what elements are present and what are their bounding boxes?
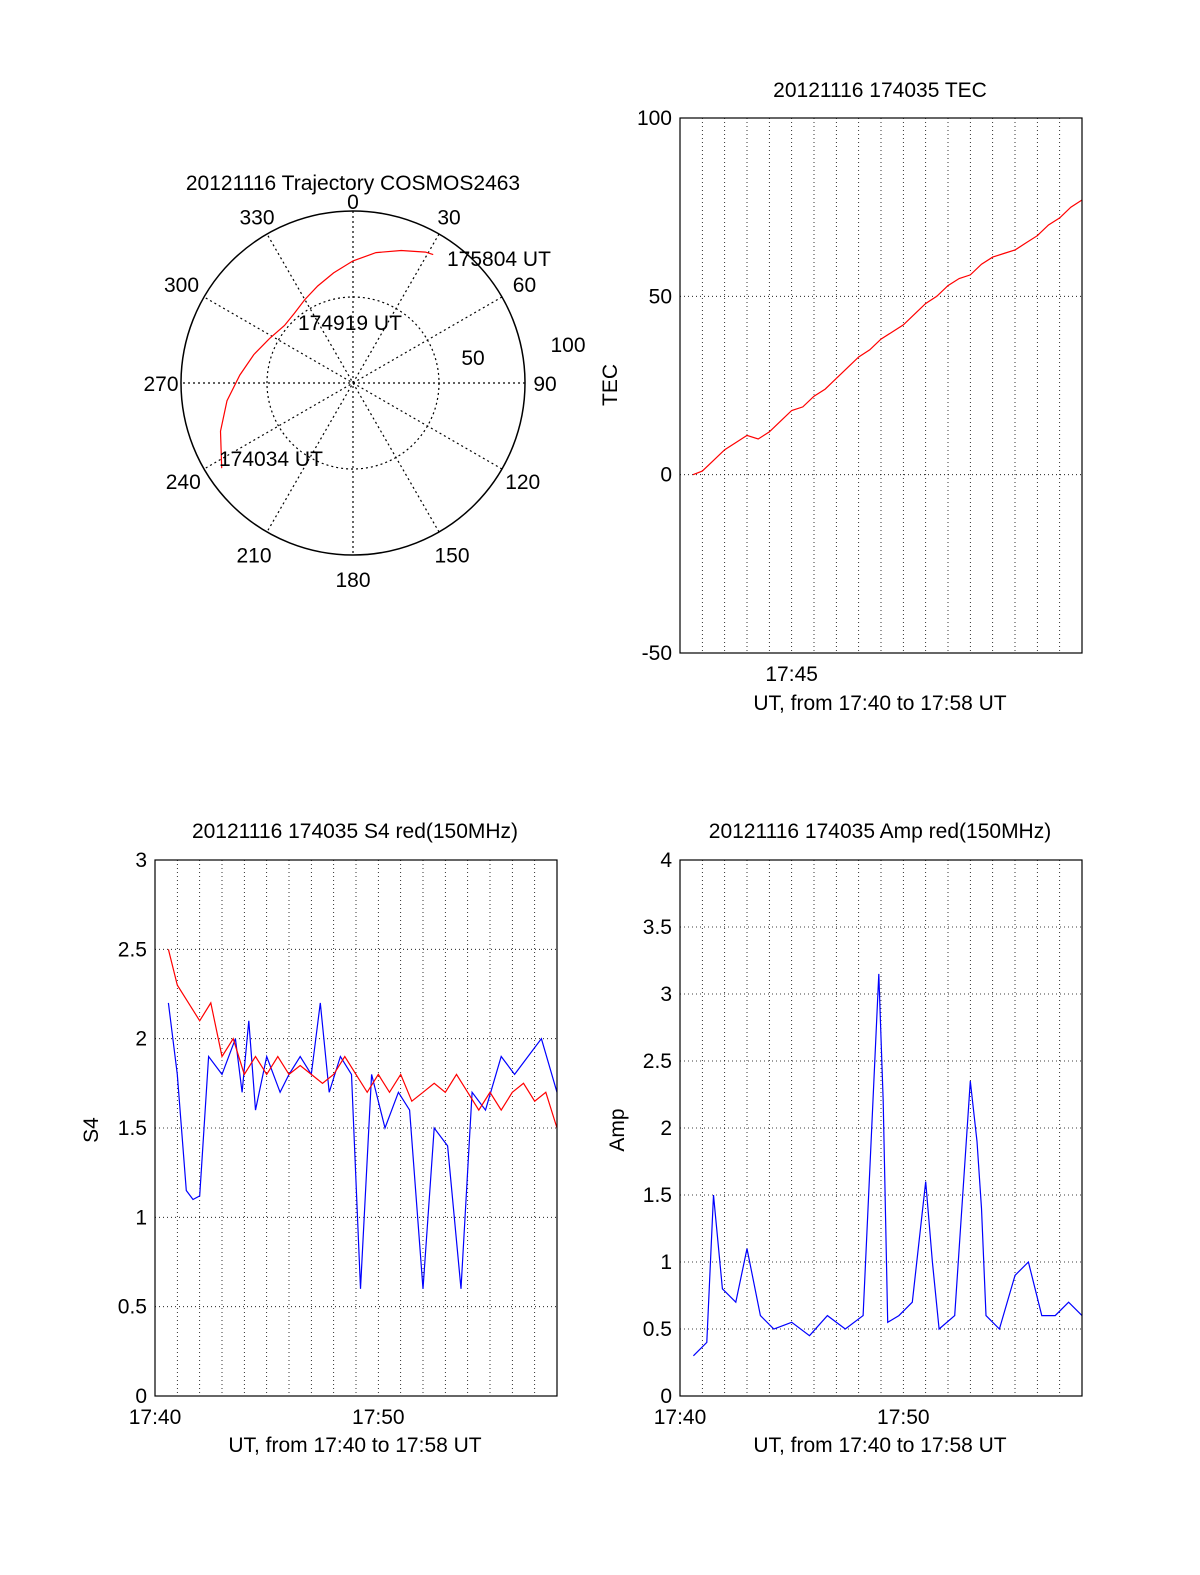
tec-y-tick-label: -50 — [642, 642, 672, 665]
tec-x-tick-label: 17:45 — [765, 663, 818, 686]
polar-azimuth-label: 30 — [437, 207, 460, 230]
polar-azimuth-label: 210 — [236, 544, 271, 567]
polar-radius-label-50: 50 — [461, 347, 484, 370]
s4-y-tick-label: 3 — [135, 849, 147, 872]
tec-y-tick-label: 0 — [660, 464, 672, 487]
amp-plot-frame — [679, 859, 1083, 1397]
tec-x-axis-label: UT, from 17:40 to 17:58 UT — [753, 692, 1006, 715]
s4-y-tick-label: 2 — [135, 1028, 147, 1051]
polar-trajectory-chart: 20121116 Trajectory COSMOS2463 0 30 60 90 12… — [143, 172, 585, 592]
annotation-end-time: 175804 UT — [447, 248, 551, 271]
polar-title: 20121116 Trajectory COSMOS2463 — [186, 172, 520, 195]
amp-y-tick-label: 3.5 — [643, 916, 672, 939]
s4-title: 20121116 174035 S4 red(150MHz) — [192, 820, 518, 843]
polar-azimuth-label: 300 — [164, 274, 199, 297]
s4-blue-series-line — [167, 1002, 558, 1289]
annotation-mid-time: 174919 UT — [298, 312, 402, 335]
polar-azimuth-label: 90 — [533, 373, 556, 396]
s4-chart: 20121116 174035 S4 red(150MHz) 0 0.5 1 1.5 2… — [80, 820, 558, 1457]
s4-y-axis-label: S4 — [80, 1117, 103, 1143]
amp-y-tick-label: 0 — [660, 1385, 672, 1408]
s4-y-tick-label: 2.5 — [118, 938, 147, 961]
tec-y-tick-label: 50 — [649, 285, 672, 308]
amp-y-tick-label: 1 — [660, 1251, 672, 1274]
polar-radius-label-100: 100 — [550, 334, 585, 357]
amp-x-axis-label: UT, from 17:40 to 17:58 UT — [753, 1434, 1006, 1457]
polar-azimuth-label: 120 — [505, 471, 540, 494]
polar-azimuth-label: 180 — [335, 569, 370, 592]
polar-azimuth-label: 60 — [513, 274, 536, 297]
polar-azimuth-label: 330 — [239, 207, 274, 230]
s4-x-tick-label: 17:40 — [129, 1406, 182, 1429]
polar-spoke — [266, 233, 440, 533]
polar-azimuth-label: 150 — [434, 544, 469, 567]
tec-y-axis-label: TEC — [599, 364, 622, 406]
amp-x-tick-label: 17:50 — [877, 1406, 930, 1429]
s4-y-tick-label: 0.5 — [118, 1296, 147, 1319]
amp-y-tick-label: 2.5 — [643, 1050, 672, 1073]
s4-y-tick-label: 1.5 — [118, 1117, 147, 1140]
polar-azimuth-label: 240 — [166, 471, 201, 494]
amp-chart: 20121116 174035 Amp red(150MHz) 0 0.5 1 1.5… — [606, 820, 1083, 1457]
annotation-start-time: 174034 UT — [219, 448, 323, 471]
amp-title: 20121116 174035 Amp red(150MHz) — [709, 820, 1051, 843]
amp-y-tick-label: 3 — [660, 983, 672, 1006]
s4-x-axis-label: UT, from 17:40 to 17:58 UT — [228, 1434, 481, 1457]
tec-title: 20121116 174035 TEC — [773, 79, 987, 102]
s4-red-series-line — [167, 949, 558, 1129]
trajectory-series-line — [219, 249, 434, 469]
amp-y-tick-label: 0.5 — [643, 1318, 672, 1341]
tec-series-line — [692, 199, 1083, 476]
s4-y-tick-label: 0 — [135, 1385, 147, 1408]
amp-y-tick-label: 4 — [660, 849, 672, 872]
amp-blue-series-line — [692, 973, 1083, 1357]
amp-x-tick-label: 17:40 — [654, 1406, 707, 1429]
tec-chart: 20121116 174035 TEC -50 0 50 100 17:45 UT, f… — [599, 79, 1083, 715]
amp-y-axis-label: Amp — [606, 1108, 629, 1151]
tec-y-tick-label: 100 — [637, 107, 672, 130]
amp-y-tick-label: 1.5 — [643, 1184, 672, 1207]
polar-azimuth-label: 270 — [143, 373, 178, 396]
s4-x-tick-label: 17:50 — [352, 1406, 405, 1429]
tec-plot-frame — [679, 117, 1083, 654]
polar-azimuth-label: 0 — [347, 191, 359, 214]
s4-plot-frame — [154, 859, 558, 1397]
amp-y-tick-label: 2 — [660, 1117, 672, 1140]
s4-y-tick-label: 1 — [135, 1206, 147, 1229]
